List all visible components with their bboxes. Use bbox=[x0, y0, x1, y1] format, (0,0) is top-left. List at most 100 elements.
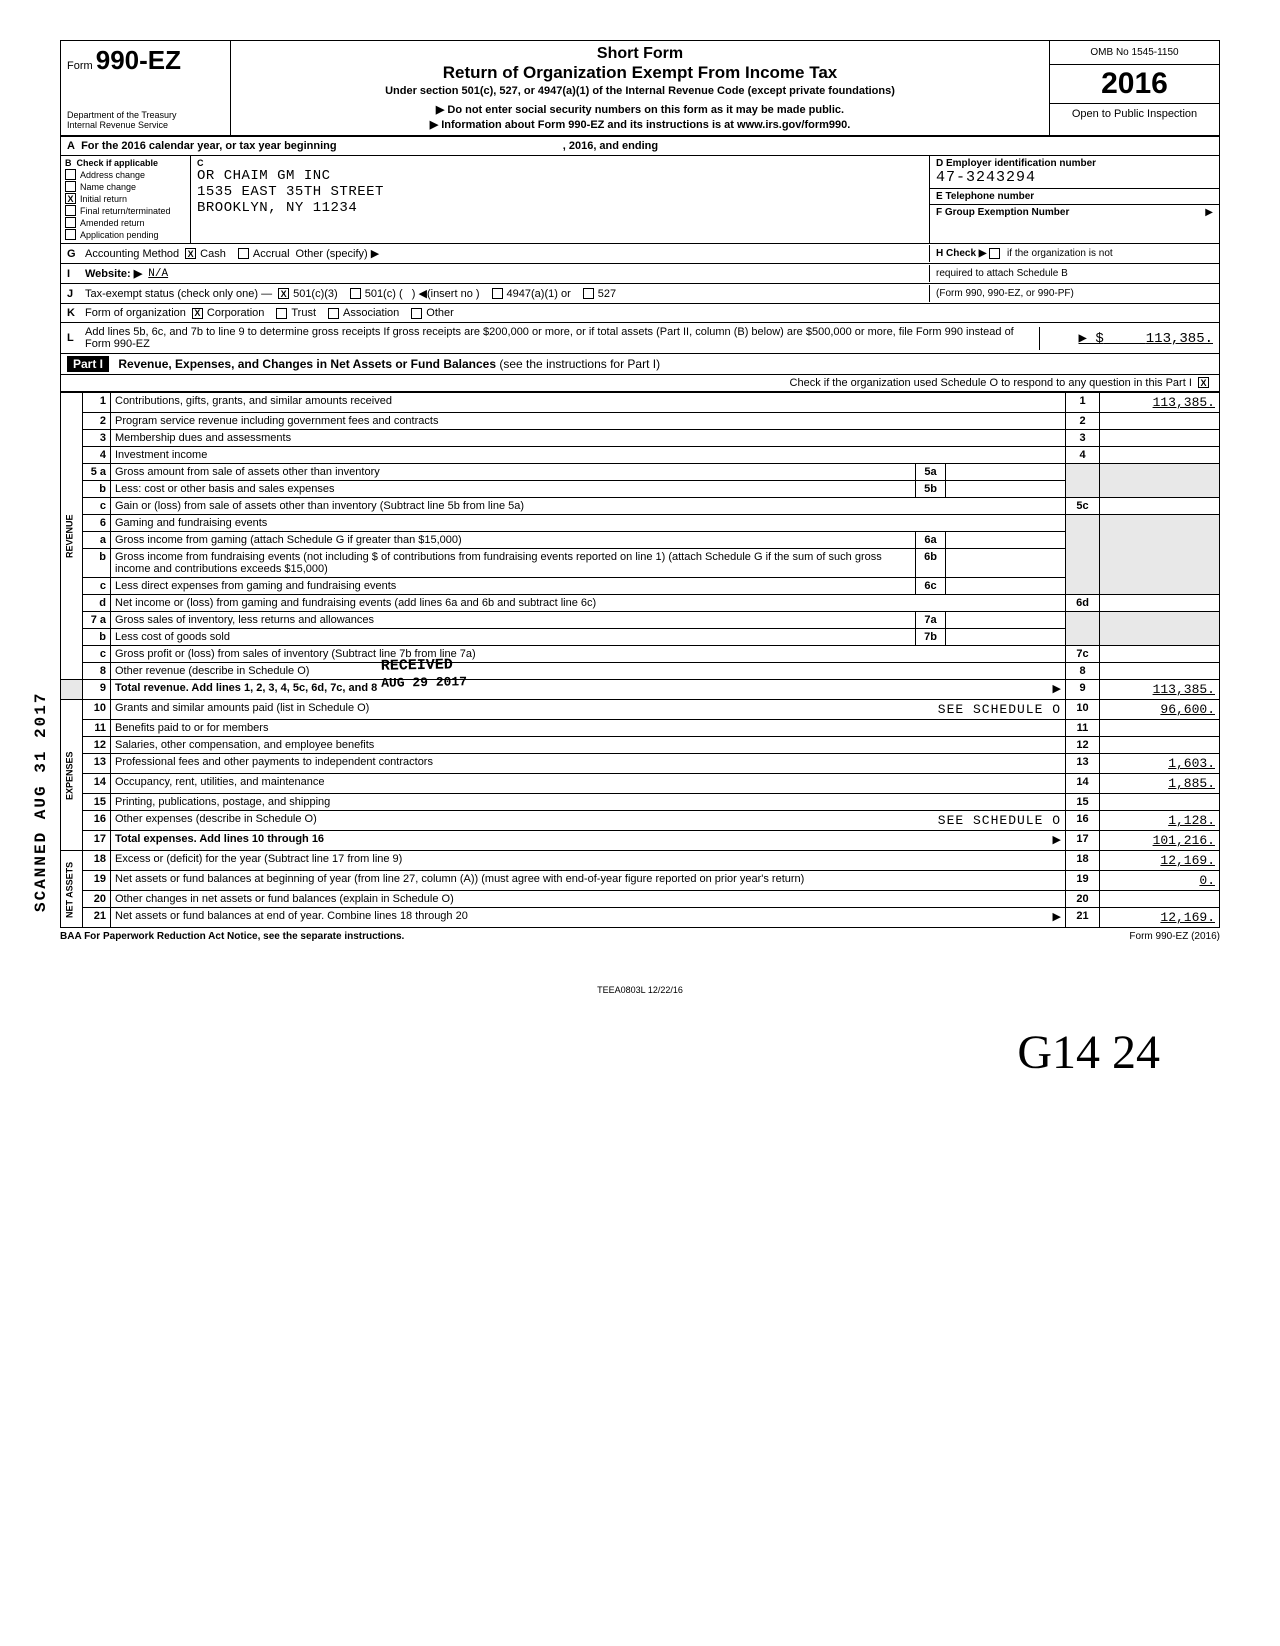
chk-trust[interactable]: Trust bbox=[276, 307, 316, 319]
chk-cash[interactable]: XCash bbox=[185, 248, 226, 260]
side-revenue: REVENUE bbox=[61, 393, 83, 680]
chk-initial-return[interactable]: XInitial return bbox=[65, 193, 186, 204]
line-6b: bGross income from fundraising events (n… bbox=[61, 549, 1220, 578]
chk-assoc[interactable]: Association bbox=[328, 307, 399, 319]
row-a-mid: , 2016, and ending bbox=[563, 140, 658, 152]
omb-number: OMB No 1545-1150 bbox=[1050, 41, 1219, 65]
row-a: A For the 2016 calendar year, or tax yea… bbox=[60, 137, 1220, 156]
col-def: D Employer identification number 47-3243… bbox=[929, 156, 1219, 243]
row-k: K Form of organization XCorporation Trus… bbox=[60, 304, 1220, 323]
header-right: OMB No 1545-1150 2016 Open to Public Ins… bbox=[1049, 41, 1219, 135]
chk-501c[interactable]: 501(c) ( ) ◀(insert no ) bbox=[350, 287, 480, 300]
title-info-url: ▶ Information about Form 990-EZ and its … bbox=[239, 118, 1041, 131]
title-section: Under section 501(c), 527, or 4947(a)(1)… bbox=[239, 85, 1041, 97]
line-8: 8 Other revenue (describe in Schedule O)… bbox=[61, 663, 1220, 680]
part1-note: (see the instructions for Part I) bbox=[499, 357, 660, 371]
l-amount: ▶ $ 113,385. bbox=[1039, 327, 1219, 350]
line-6a: aGross income from gaming (attach Schedu… bbox=[61, 532, 1220, 549]
title-return: Return of Organization Exempt From Incom… bbox=[239, 63, 1041, 83]
chk-application-pending[interactable]: Application pending bbox=[65, 229, 186, 240]
chk-accrual[interactable]: Accrual bbox=[238, 248, 290, 260]
title-ssn-warning: ▶ Do not enter social security numbers o… bbox=[239, 103, 1041, 116]
chk-name-change[interactable]: Name change bbox=[65, 181, 186, 192]
line-14: 14Occupancy, rent, utilities, and mainte… bbox=[61, 774, 1220, 794]
footer-left: BAA For Paperwork Reduction Act Notice, … bbox=[60, 931, 404, 942]
k-label: Form of organization bbox=[85, 307, 186, 319]
org-addr2: BROOKLYN, NY 11234 bbox=[197, 200, 923, 216]
i-label: Website: ▶ bbox=[85, 267, 142, 280]
col-b: B Check if applicable Address change Nam… bbox=[61, 156, 191, 243]
part1-check-o-text: Check if the organization used Schedule … bbox=[790, 377, 1192, 389]
part1-header: Part I Revenue, Expenses, and Changes in… bbox=[60, 354, 1220, 375]
chk-501c3[interactable]: X501(c)(3) bbox=[278, 288, 338, 300]
org-addr1: 1535 EAST 35TH STREET bbox=[197, 184, 923, 200]
d-label: D Employer identification number bbox=[936, 158, 1213, 169]
chk-amended[interactable]: Amended return bbox=[65, 217, 186, 228]
line-18: NET ASSETS 18Excess or (deficit) for the… bbox=[61, 851, 1220, 871]
g-label: Accounting Method bbox=[85, 248, 179, 260]
footer-row: BAA For Paperwork Reduction Act Notice, … bbox=[60, 928, 1220, 945]
dept-block: Department of the Treasury Internal Reve… bbox=[67, 111, 224, 131]
row-l: L Add lines 5b, 6c, and 7b to line 9 to … bbox=[60, 323, 1220, 354]
line-10: EXPENSES 10 Grants and similar amounts p… bbox=[61, 700, 1220, 720]
line-5c: cGain or (loss) from sale of assets othe… bbox=[61, 498, 1220, 515]
org-name: OR CHAIM GM INC bbox=[197, 168, 923, 184]
chk-h[interactable] bbox=[989, 248, 1000, 259]
line-19: 19Net assets or fund balances at beginni… bbox=[61, 871, 1220, 891]
l-text: Add lines 5b, 6c, and 7b to line 9 to de… bbox=[85, 326, 1039, 350]
box-h: H Check ▶ if the organization is not bbox=[929, 245, 1219, 262]
line-9: 9Total revenue. Add lines 1, 2, 3, 4, 5c… bbox=[61, 680, 1220, 700]
line-4: 4Investment income4 bbox=[61, 447, 1220, 464]
block-bc: B Check if applicable Address change Nam… bbox=[60, 156, 1220, 244]
part1-title: Revenue, Expenses, and Changes in Net As… bbox=[118, 357, 496, 371]
chk-schedule-o[interactable]: X bbox=[1198, 377, 1209, 388]
line-6c: cLess direct expenses from gaming and fu… bbox=[61, 578, 1220, 595]
line-7c: cGross profit or (loss) from sales of in… bbox=[61, 646, 1220, 663]
chk-corp[interactable]: XCorporation bbox=[192, 307, 264, 319]
box-h-3: (Form 990, 990-EZ, or 990-PF) bbox=[929, 285, 1219, 302]
chk-4947a1[interactable]: 4947(a)(1) or bbox=[492, 288, 571, 300]
row-g: G Accounting Method XCash Accrual Other … bbox=[60, 244, 1220, 264]
line-17: 17Total expenses. Add lines 10 through 1… bbox=[61, 831, 1220, 851]
website-value: N/A bbox=[148, 268, 168, 280]
header-center: Short Form Return of Organization Exempt… bbox=[231, 41, 1049, 135]
teea-code: TEEA0803L 12/22/16 bbox=[60, 985, 1220, 995]
chk-other-org[interactable]: Other bbox=[411, 307, 454, 319]
row-a-text: For the 2016 calendar year, or tax year … bbox=[81, 140, 337, 152]
line-20: 20Other changes in net assets or fund ba… bbox=[61, 891, 1220, 908]
chk-final-return[interactable]: Final return/terminated bbox=[65, 205, 186, 216]
line-6: 6Gaming and fundraising events bbox=[61, 515, 1220, 532]
line-5a: 5 aGross amount from sale of assets othe… bbox=[61, 464, 1220, 481]
chk-address-change[interactable]: Address change bbox=[65, 169, 186, 180]
line-7a: 7 aGross sales of inventory, less return… bbox=[61, 612, 1220, 629]
form-header: Form 990-EZ Department of the Treasury I… bbox=[60, 40, 1220, 137]
line-11: 11Benefits paid to or for members11 bbox=[61, 720, 1220, 737]
box-h-2: required to attach Schedule B bbox=[929, 265, 1219, 282]
form-number: Form 990-EZ bbox=[67, 45, 224, 76]
box-f: F Group Exemption Number ▶ bbox=[930, 205, 1219, 243]
g-other: Other (specify) ▶ bbox=[296, 247, 380, 260]
scanned-stamp: SCANNED AUG 31 2017 bbox=[32, 692, 50, 912]
handwriting: G14 24 bbox=[60, 1025, 1220, 1080]
line-16: 16Other expenses (describe in Schedule O… bbox=[61, 811, 1220, 831]
c-label: C bbox=[197, 158, 923, 168]
part1-check-o-row: Check if the organization used Schedule … bbox=[60, 375, 1220, 392]
line-13: 13Professional fees and other payments t… bbox=[61, 754, 1220, 774]
title-short-form: Short Form bbox=[239, 45, 1041, 63]
line-3: 3Membership dues and assessments3 bbox=[61, 430, 1220, 447]
row-i: I Website: ▶ N/A required to attach Sche… bbox=[60, 264, 1220, 284]
side-expenses: EXPENSES bbox=[61, 700, 83, 851]
h-text2: required to attach Schedule B bbox=[936, 268, 1068, 279]
line-5b: bLess: cost or other basis and sales exp… bbox=[61, 481, 1220, 498]
line-1: REVENUE 1 Contributions, gifts, grants, … bbox=[61, 393, 1220, 413]
line-2: 2Program service revenue including gover… bbox=[61, 413, 1220, 430]
line-6d: dNet income or (loss) from gaming and fu… bbox=[61, 595, 1220, 612]
h-text3: (Form 990, 990-EZ, or 990-PF) bbox=[936, 288, 1074, 299]
row-j: J Tax-exempt status (check only one) — X… bbox=[60, 284, 1220, 304]
line-15: 15Printing, publications, postage, and s… bbox=[61, 794, 1220, 811]
f-label: F Group Exemption Number bbox=[936, 207, 1069, 218]
b-label: Check if applicable bbox=[77, 158, 159, 168]
ein-value: 47-3243294 bbox=[936, 169, 1213, 186]
box-d: D Employer identification number 47-3243… bbox=[930, 156, 1219, 189]
chk-527[interactable]: 527 bbox=[583, 288, 616, 300]
